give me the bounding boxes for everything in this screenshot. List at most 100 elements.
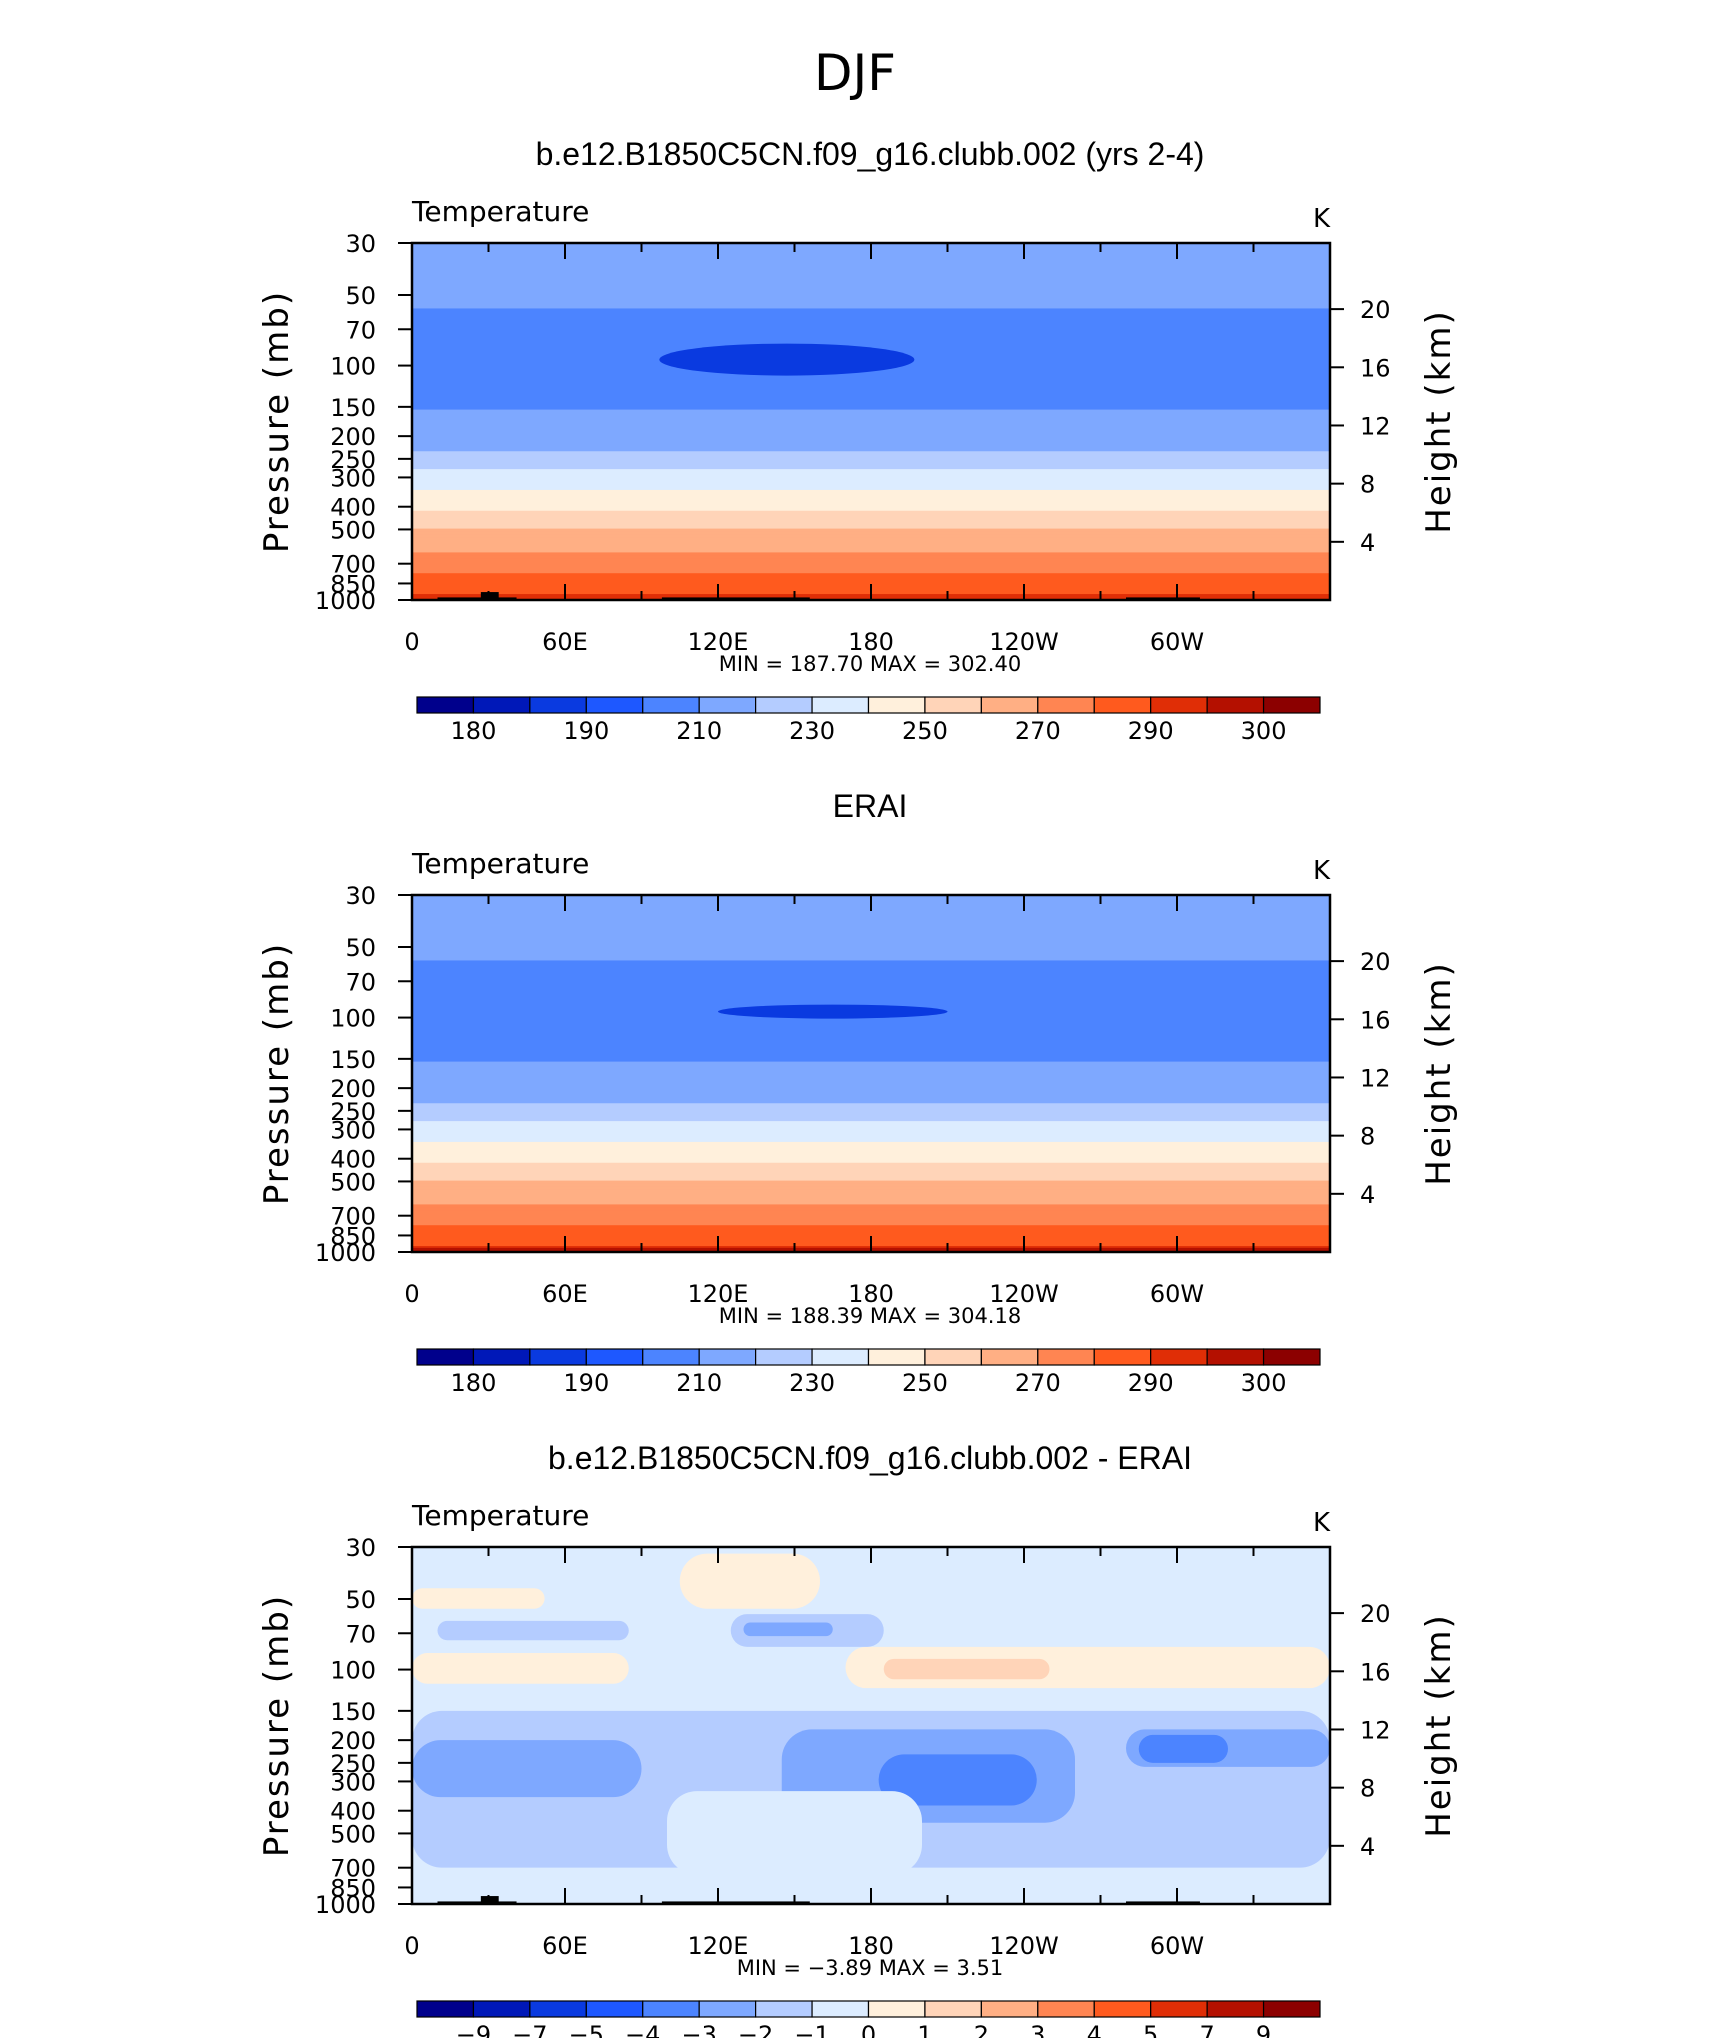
contour-band	[412, 1135, 1330, 1140]
anomaly-region	[878, 1754, 1037, 1806]
contour-band	[412, 969, 1330, 973]
x-tick-label: 0	[404, 1932, 419, 1960]
colorbar-swatch	[529, 2000, 587, 2018]
height-tick-label: 16	[1360, 1006, 1391, 1034]
contour-band	[412, 1156, 1330, 1161]
contour-band	[412, 1150, 1330, 1155]
topography-mask	[661, 597, 810, 600]
pressure-tick-label: 300	[330, 464, 376, 492]
contour-band	[412, 1016, 1330, 1021]
contour-band	[412, 993, 1330, 997]
contour-band	[412, 945, 1330, 950]
contour-band	[412, 415, 1330, 420]
contour-band	[412, 966, 1330, 970]
contour-band	[412, 412, 1330, 417]
colorbar-swatch	[867, 1348, 926, 1366]
contour-band	[412, 492, 1330, 497]
contour-band	[412, 421, 1330, 426]
contour-band	[412, 379, 1330, 384]
contour-band	[412, 260, 1330, 265]
contour-band	[412, 263, 1330, 268]
colorbar-swatch	[867, 2000, 926, 2018]
colorbar-swatch	[1206, 1348, 1265, 1366]
contour-band	[412, 1216, 1330, 1220]
contour-band	[412, 573, 1330, 577]
contour-band	[412, 397, 1330, 402]
colorbar-swatch	[1206, 696, 1265, 714]
contour-band	[412, 960, 1330, 965]
contour-band	[412, 448, 1330, 452]
panel-1: b.e12.B1850C5CN.f09_g16.clubb.002 (yrs 2…	[257, 136, 1459, 745]
contour-band	[412, 460, 1330, 464]
contour-band	[412, 424, 1330, 429]
x-tick-label: 120E	[688, 1280, 749, 1308]
colorbar-swatch	[980, 2000, 1039, 2018]
height-tick-label: 20	[1360, 948, 1391, 976]
contour-band	[412, 555, 1330, 559]
contour-band	[412, 1222, 1330, 1226]
colorbar-swatch	[472, 1348, 531, 1366]
contour-band	[412, 495, 1330, 500]
pressure-tick-label: 50	[345, 1586, 376, 1614]
contour-band	[412, 1144, 1330, 1149]
colorbar-swatch	[472, 696, 531, 714]
pressure-tick-label: 500	[330, 1168, 376, 1196]
contour-band	[412, 1085, 1330, 1089]
contour-band	[412, 1192, 1330, 1197]
contour-band	[412, 391, 1330, 396]
pressure-tick-label: 200	[330, 423, 376, 451]
height-tick-label: 16	[1360, 354, 1391, 382]
contour-band	[412, 457, 1330, 461]
contour-band	[412, 278, 1330, 283]
colorbar-swatch	[1262, 696, 1321, 714]
colorbar-swatch	[924, 696, 982, 714]
contour-band	[412, 466, 1330, 470]
contour-band	[412, 948, 1330, 953]
pressure-tick-label: 150	[330, 394, 376, 422]
contour-band	[412, 1231, 1330, 1235]
contour-band	[412, 418, 1330, 423]
colorbar-label: 300	[1241, 1369, 1287, 1397]
contour-band	[412, 451, 1330, 455]
contour-band	[412, 951, 1330, 956]
contour-band	[412, 311, 1330, 315]
contour-band	[412, 489, 1330, 494]
contour-band	[412, 1138, 1330, 1143]
x-tick-label: 120E	[688, 628, 749, 656]
pressure-tick-label: 100	[330, 1005, 376, 1033]
contour-band	[412, 579, 1330, 583]
x-tick-label: 120W	[989, 1932, 1059, 1960]
panel-title: b.e12.B1850C5CN.f09_g16.clubb.002 (yrs 2…	[536, 136, 1205, 172]
contour-band	[412, 332, 1330, 336]
contour-band	[412, 1228, 1330, 1232]
contour-band	[412, 513, 1330, 518]
units-label: K	[1313, 856, 1331, 886]
colorbar-swatch	[1093, 696, 1152, 714]
contour-band	[412, 1174, 1330, 1179]
colorbar-swatch	[924, 1348, 982, 1366]
contour-band	[412, 1100, 1330, 1104]
contour-band	[412, 475, 1330, 479]
contour-band	[412, 1034, 1330, 1039]
contour-band	[412, 1088, 1330, 1092]
contour-band	[412, 540, 1330, 545]
contour-band	[412, 543, 1330, 548]
contour-band	[412, 1183, 1330, 1188]
colorbar-swatch	[980, 696, 1039, 714]
colorbar-swatch	[1037, 696, 1095, 714]
colorbar-label: 180	[451, 1369, 497, 1397]
colorbar-swatch	[585, 2000, 644, 2018]
contour-band	[412, 924, 1330, 929]
contour-band	[412, 519, 1330, 524]
pressure-tick-label: 400	[330, 494, 376, 522]
colorbar-label: −1	[794, 2021, 829, 2038]
colorbar-swatch	[642, 1348, 700, 1366]
contour-band	[412, 1082, 1330, 1086]
colorbar: −9 −7 −5 −4 −3 −2 −1 0 1 2 3 4 5 7 9	[416, 2000, 1321, 2038]
contour-band	[412, 338, 1330, 342]
contour-band	[412, 582, 1330, 586]
x-tick-label: 120W	[989, 1280, 1059, 1308]
x-tick-label: 60E	[542, 628, 588, 656]
contour-band	[412, 1234, 1330, 1238]
colorbar-label: 290	[1128, 1369, 1174, 1397]
